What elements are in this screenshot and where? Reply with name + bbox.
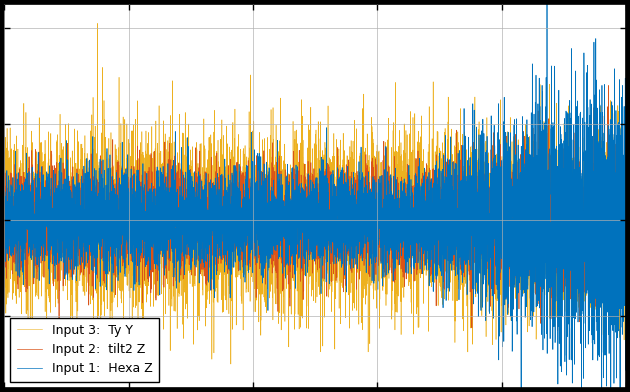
Input 2:  tilt2 Z: (598, -0.262): tilt2 Z: (598, -0.262) bbox=[38, 230, 45, 235]
Input 3:  Ty Y: (1.5e+03, 4.1): Ty Y: (1.5e+03, 4.1) bbox=[94, 21, 101, 26]
Input 1:  Hexa Z: (1.96e+03, 0.54): Hexa Z: (1.96e+03, 0.54) bbox=[122, 192, 130, 196]
Input 3:  Ty Y: (1.96e+03, 0.167): Ty Y: (1.96e+03, 0.167) bbox=[122, 210, 130, 214]
Input 1:  Hexa Z: (8.73e+03, 4.6): Hexa Z: (8.73e+03, 4.6) bbox=[543, 0, 551, 2]
Input 2:  tilt2 Z: (45, -0.539): tilt2 Z: (45, -0.539) bbox=[3, 243, 11, 248]
Input 2:  tilt2 Z: (1.96e+03, -0.781): tilt2 Z: (1.96e+03, -0.781) bbox=[122, 255, 130, 260]
Input 1:  Hexa Z: (598, -0.0837): Hexa Z: (598, -0.0837) bbox=[38, 221, 45, 226]
Input 3:  Ty Y: (598, 1.62): Ty Y: (598, 1.62) bbox=[38, 140, 45, 145]
Legend: Input 3:  Ty Y, Input 2:  tilt2 Z, Input 1:  Hexa Z: Input 3: Ty Y, Input 2: tilt2 Z, Input 1… bbox=[11, 318, 159, 381]
Input 3:  Ty Y: (4.89e+03, -0.96): Ty Y: (4.89e+03, -0.96) bbox=[304, 264, 312, 269]
Line: Input 1:  Hexa Z: Input 1: Hexa Z bbox=[4, 0, 626, 392]
Input 1:  Hexa Z: (45, -0.413): Hexa Z: (45, -0.413) bbox=[3, 238, 11, 242]
Input 3:  Ty Y: (414, -0.112): Ty Y: (414, -0.112) bbox=[26, 223, 33, 228]
Input 1:  Hexa Z: (9.47e+03, -1.44): Hexa Z: (9.47e+03, -1.44) bbox=[589, 287, 597, 291]
Input 3:  Ty Y: (1.5e+03, -3.2): Ty Y: (1.5e+03, -3.2) bbox=[94, 371, 101, 376]
Input 2:  tilt2 Z: (4.89e+03, 0.764): tilt2 Z: (4.89e+03, 0.764) bbox=[304, 181, 312, 186]
Input 1:  Hexa Z: (414, -0.317): Hexa Z: (414, -0.317) bbox=[26, 233, 33, 238]
Input 1:  Hexa Z: (0, -0.594): Hexa Z: (0, -0.594) bbox=[1, 246, 8, 251]
Line: Input 3:  Ty Y: Input 3: Ty Y bbox=[4, 24, 626, 374]
Input 2:  tilt2 Z: (9.72e+03, 2.8): tilt2 Z: (9.72e+03, 2.8) bbox=[605, 83, 612, 88]
Input 2:  tilt2 Z: (0, -0.106): tilt2 Z: (0, -0.106) bbox=[1, 223, 8, 227]
Input 1:  Hexa Z: (1e+04, -1.75): Hexa Z: (1e+04, -1.75) bbox=[622, 301, 629, 306]
Input 2:  tilt2 Z: (414, 0.105): tilt2 Z: (414, 0.105) bbox=[26, 212, 33, 217]
Input 3:  Ty Y: (1e+04, -1.11): Ty Y: (1e+04, -1.11) bbox=[622, 271, 629, 276]
Input 3:  Ty Y: (45, -1.53): Ty Y: (45, -1.53) bbox=[3, 291, 11, 296]
Input 2:  tilt2 Z: (1e+04, -0.745): tilt2 Z: (1e+04, -0.745) bbox=[622, 253, 629, 258]
Input 3:  Ty Y: (9.47e+03, 1): Ty Y: (9.47e+03, 1) bbox=[589, 170, 597, 174]
Input 2:  tilt2 Z: (8.94e+03, -2.41): tilt2 Z: (8.94e+03, -2.41) bbox=[556, 333, 563, 338]
Input 1:  Hexa Z: (4.89e+03, 0.0945): Hexa Z: (4.89e+03, 0.0945) bbox=[304, 213, 312, 218]
Input 3:  Ty Y: (0, 1.44): Ty Y: (0, 1.44) bbox=[1, 149, 8, 153]
Input 2:  tilt2 Z: (9.47e+03, 0.991): tilt2 Z: (9.47e+03, 0.991) bbox=[589, 170, 597, 175]
Line: Input 2:  tilt2 Z: Input 2: tilt2 Z bbox=[4, 85, 626, 336]
